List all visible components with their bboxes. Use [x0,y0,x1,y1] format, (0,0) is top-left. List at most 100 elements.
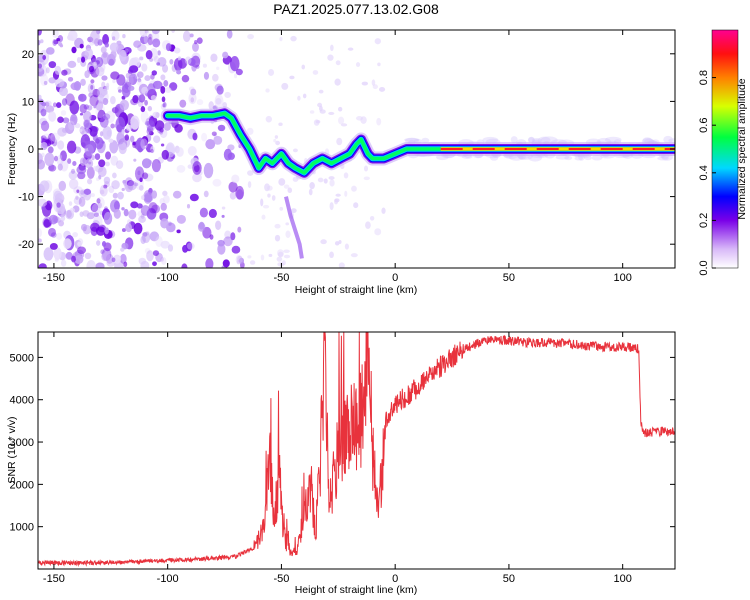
noise-blob [53,190,63,205]
noise-blob [116,131,125,145]
noise-blob [116,40,122,46]
noise-blob [82,210,90,217]
noise-blob [48,77,56,84]
noise-blob [235,255,243,264]
noise-blob [78,196,86,207]
noise-blob [122,179,128,186]
noise-blob [141,86,149,94]
y-tick-label: 4000 [10,395,34,407]
noise-blob [113,254,122,264]
noise-blob [136,80,143,86]
noise-blob [283,254,291,259]
noise-blob [38,30,42,36]
noise-blob [91,154,95,161]
noise-blob [140,35,149,45]
noise-blob [95,66,105,77]
noise-blob [334,198,338,205]
noise-blob [309,182,315,190]
noise-blob [574,156,584,161]
noise-blob [246,127,254,135]
noise-blob [90,202,99,213]
noise-blob [163,80,169,87]
noise-blob [112,79,116,84]
snr-y-label: SNR (10 * v/v) [6,416,18,483]
y-tick-label: 0 [28,144,34,156]
noise-blob [203,190,209,198]
noise-blob [205,139,216,150]
noise-blob [319,105,323,112]
noise-blob [374,228,382,236]
noise-blob [101,75,108,81]
noise-blob [112,172,117,179]
noise-blob [344,243,349,250]
noise-blob [274,234,281,242]
x-tick-label: 100 [613,573,631,585]
noise-blob [132,94,142,104]
noise-blob [95,99,104,111]
noise-blob [110,50,117,60]
noise-blob [531,138,542,144]
noise-blob [160,74,166,81]
noise-blob [214,94,224,109]
noise-blob [285,222,290,226]
noise-blob [121,81,131,93]
noise-blob [109,42,119,52]
noise-blob [90,222,100,232]
noise-blob [104,227,109,235]
noise-blob [67,30,78,41]
noise-blob [59,86,68,97]
noise-blob [87,127,92,133]
noise-blob [61,69,68,76]
noise-blob [145,49,153,60]
noise-blob [48,214,58,225]
noise-blob [371,79,376,86]
noise-blob [38,263,47,268]
noise-blob [191,63,197,72]
noise-blob [128,209,137,220]
noise-blob [79,112,84,116]
noise-blob [229,192,237,200]
noise-blob [208,208,217,219]
noise-blob [148,115,158,127]
noise-blob [126,124,132,131]
snr-series-line [38,332,675,568]
noise-blob [279,206,284,211]
noise-blob [173,47,181,54]
noise-blob [144,30,149,34]
noise-blob [199,207,208,218]
noise-blob [151,30,160,35]
noise-blob [141,172,149,180]
noise-blob [289,75,295,80]
noise-blob [151,70,157,76]
noise-blob [343,172,349,179]
noise-blob [71,255,76,263]
noise-blob [121,129,125,135]
snr-y-ticks: 1000 2000 3000 4000 5000 [10,352,675,534]
spectrogram-y-label: Frequency (Hz) [6,113,18,185]
noise-blob [54,65,62,76]
noise-blob [117,191,124,200]
noise-blob [262,204,270,209]
noise-blob [95,56,104,68]
noise-blob [347,47,354,51]
noise-blob [421,137,430,144]
noise-blob [338,106,343,112]
noise-blob [110,96,116,105]
noise-blob [317,177,324,183]
noise-blob [213,135,223,145]
noise-blob [279,36,283,42]
noise-blob [329,202,334,211]
noise-blob [101,81,106,89]
noise-blob [119,99,130,111]
noise-blob [142,231,151,244]
noise-blob [344,190,348,197]
noise-blob [335,193,341,197]
noise-blob [48,164,57,172]
noise-blob [38,238,42,243]
noise-blob [40,73,49,87]
noise-blob [160,240,170,249]
noise-blob [141,195,145,200]
noise-blob [58,180,67,192]
noise-blob [124,48,129,53]
